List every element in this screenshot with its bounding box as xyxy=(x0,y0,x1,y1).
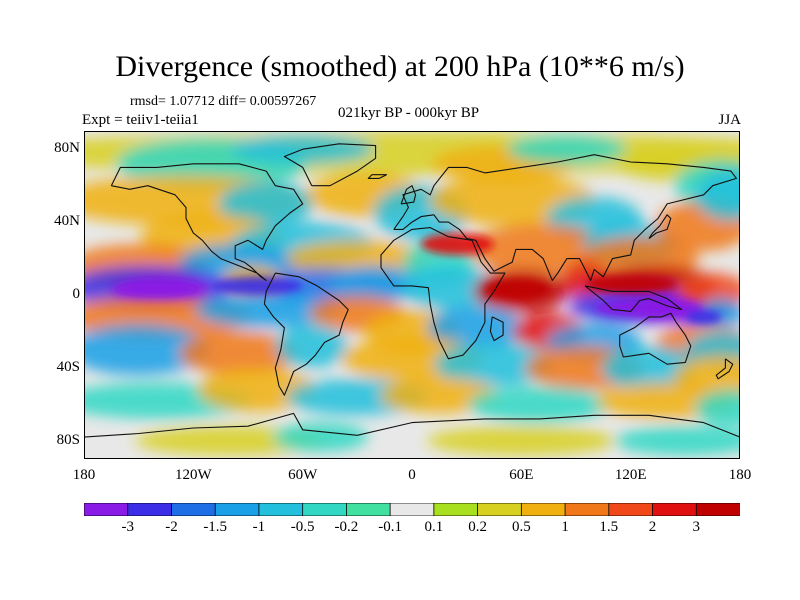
x-tick-label: 120W xyxy=(174,467,212,483)
colorbar-swatch xyxy=(564,503,610,516)
field-core xyxy=(211,276,303,295)
x-tick-label: 120E xyxy=(614,467,647,483)
field-patch xyxy=(401,265,496,310)
coastline xyxy=(584,285,683,312)
coastline xyxy=(619,312,692,365)
period-label: 021kyr BP - 000kyr BP xyxy=(338,105,480,121)
colorbar-level-label: -1 xyxy=(252,519,266,535)
field-patch xyxy=(218,182,314,226)
field-patch xyxy=(328,265,423,303)
colorbar-level-label: 3 xyxy=(692,519,701,535)
field-patch xyxy=(695,389,740,427)
colorbar-swatch xyxy=(652,503,698,516)
y-tick-label: 80S xyxy=(56,431,80,448)
field-core xyxy=(585,274,677,294)
colorbar-level-label: 1 xyxy=(561,519,569,535)
y-tick-label: 40N xyxy=(54,213,80,230)
x-tick-label: 0 xyxy=(408,467,416,483)
coastline xyxy=(715,358,734,380)
colorbar-level-label: 0.5 xyxy=(511,519,531,535)
colorbar-swatch xyxy=(302,503,348,516)
field-core xyxy=(111,280,203,299)
coastline xyxy=(648,214,672,239)
x-tick-label: 180 xyxy=(728,467,752,483)
map-panel xyxy=(84,131,740,459)
colorbar-swatch xyxy=(127,503,173,516)
field-core xyxy=(594,298,704,317)
colorbar-swatch xyxy=(477,503,523,516)
colorbar-swatch xyxy=(389,503,435,516)
y-tick-label: 0 xyxy=(72,286,81,302)
coastline xyxy=(400,185,417,205)
colorbar-level-label: 0.1 xyxy=(424,519,444,535)
coastline xyxy=(263,272,349,396)
y-tick-label: 80N xyxy=(54,140,80,157)
field-patch xyxy=(468,386,611,423)
field-patch xyxy=(179,331,299,376)
coastline xyxy=(283,143,377,187)
field-patch xyxy=(428,305,524,350)
coastline xyxy=(110,163,304,281)
colorbar-level-label: 1.5 xyxy=(599,519,619,535)
field-patch xyxy=(614,426,740,456)
field-patch xyxy=(273,422,369,452)
coastline xyxy=(84,412,740,438)
field-patch xyxy=(426,426,617,456)
coastline xyxy=(380,227,506,360)
colorbar-swatch xyxy=(345,503,392,516)
colorbar xyxy=(84,503,740,516)
field-patch xyxy=(195,291,338,328)
season-label: JJA xyxy=(718,112,741,128)
field-patch xyxy=(695,169,740,221)
colorbar-level-label: -3 xyxy=(121,519,134,535)
colorbar-swatch xyxy=(520,503,566,516)
colorbar-swatch xyxy=(258,503,304,516)
coastline xyxy=(367,174,388,179)
coastline xyxy=(393,154,737,281)
coastline xyxy=(489,316,504,342)
colorbar-level-label: -0.5 xyxy=(290,519,315,535)
colorbar-level-label: 2 xyxy=(648,519,657,535)
stats-line: rmsd= 1.07712 diff= 0.00597267 xyxy=(130,94,317,109)
field-patch xyxy=(84,324,210,376)
x-tick-label: 60W xyxy=(288,467,318,483)
field-patch xyxy=(507,134,627,164)
field-patch xyxy=(276,324,348,368)
plot-title: Divergence (smoothed) at 200 hPa (10**6 … xyxy=(115,50,685,83)
field-core xyxy=(484,278,551,301)
colorbar-level-label: -1.5 xyxy=(203,519,228,535)
colorbar-swatch xyxy=(171,503,217,516)
colorbar-level-label: -0.2 xyxy=(334,519,359,535)
field-patch xyxy=(197,367,317,412)
colorbar-swatch xyxy=(84,503,129,516)
colorbar-level-label: -2 xyxy=(165,519,178,535)
field-core xyxy=(421,233,494,255)
field-core xyxy=(685,309,722,325)
divergence-map xyxy=(84,131,740,456)
colorbar-level-label: -0.1 xyxy=(378,519,402,535)
field-patch xyxy=(468,223,611,275)
experiment-label: Expt = teiiv1-teiia1 xyxy=(82,112,199,128)
colorbar-swatch xyxy=(433,503,479,516)
colorbar-level-label: 0.2 xyxy=(468,519,487,535)
colorbar-swatch xyxy=(608,503,654,516)
x-tick-label: 180 xyxy=(72,467,96,483)
colorbar-swatch xyxy=(695,503,740,516)
x-tick-label: 60E xyxy=(509,467,534,483)
y-tick-label: 40S xyxy=(56,358,80,375)
colorbar-swatch xyxy=(214,503,260,516)
